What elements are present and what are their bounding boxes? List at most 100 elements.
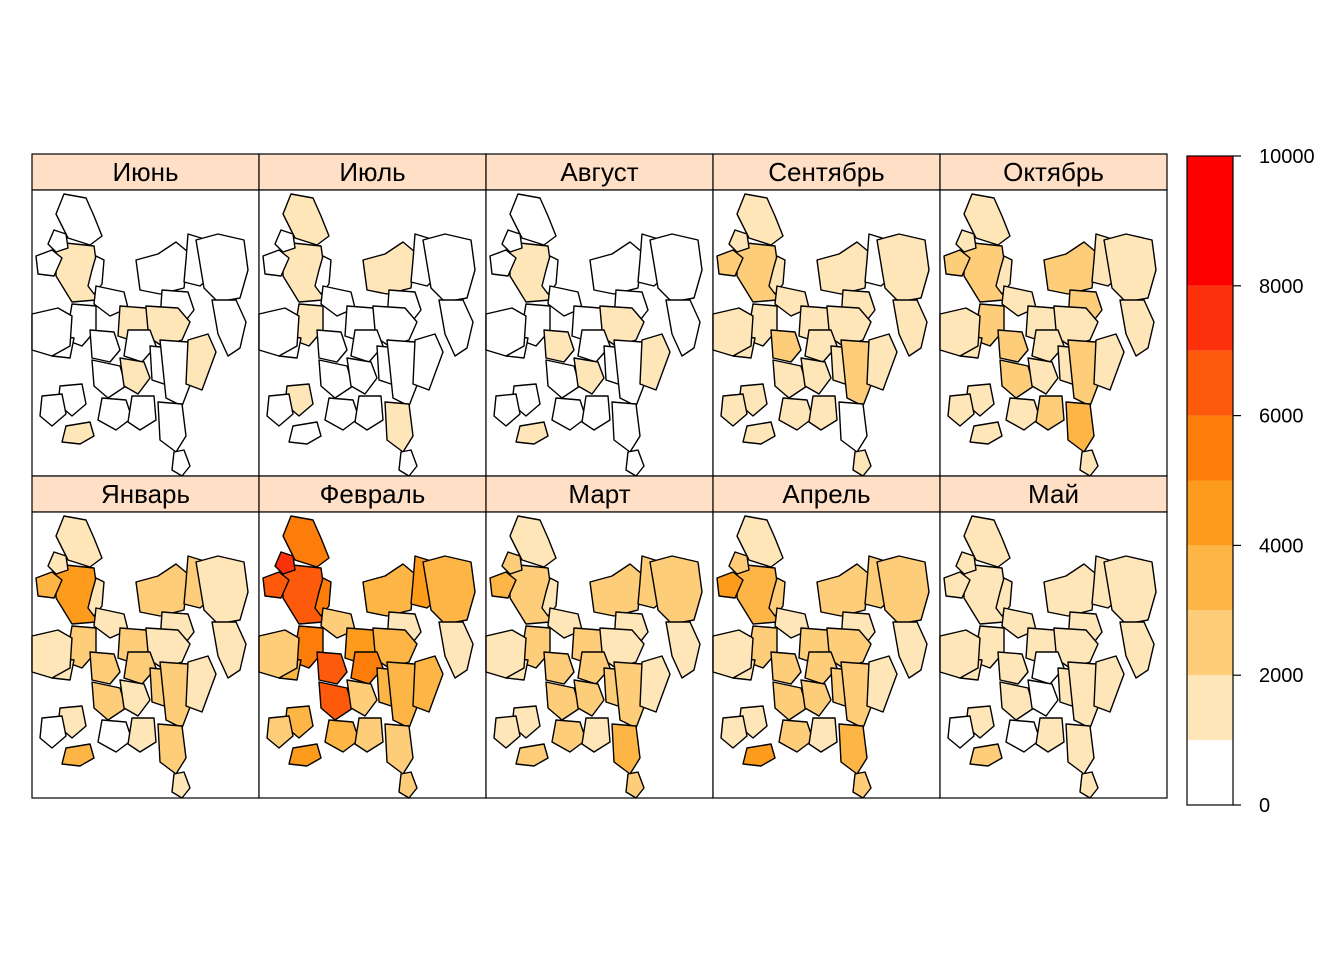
- district-region: [127, 395, 157, 431]
- district-region: [47, 229, 69, 253]
- map-panels: Июнь Июль Август Сентябрь Октябрь Январь Февра…: [31, 153, 1168, 799]
- legend-tick-label: 6000: [1259, 406, 1304, 428]
- map-panel: Май: [939, 475, 1168, 799]
- district-region: [969, 421, 1003, 445]
- district-region: [39, 393, 67, 427]
- district-region: [778, 397, 814, 431]
- district-region: [545, 359, 581, 399]
- district-region: [1035, 395, 1065, 431]
- district-region: [943, 249, 971, 277]
- panel-strip: [258, 475, 487, 513]
- district-region: [1103, 555, 1157, 625]
- district-region: [493, 715, 521, 749]
- legend-tick-label: 10000: [1259, 146, 1315, 168]
- panel-map: [939, 511, 1168, 799]
- district-region: [35, 249, 63, 277]
- district-region: [485, 307, 527, 357]
- district-region: [97, 719, 133, 753]
- panel-strip: [258, 153, 487, 191]
- district-region: [55, 193, 103, 246]
- district-region: [266, 715, 294, 749]
- district-region: [123, 329, 157, 363]
- district-region: [800, 357, 832, 395]
- district-region: [581, 395, 611, 431]
- district-region: [955, 551, 977, 575]
- district-region: [87, 577, 105, 617]
- district-region: [728, 551, 750, 575]
- district-region: [808, 717, 838, 753]
- panel-strip: [485, 475, 714, 513]
- district-region: [195, 555, 249, 625]
- district-region: [852, 449, 872, 477]
- panel-strip: [31, 153, 260, 191]
- district-region: [1119, 299, 1155, 357]
- legend-swatch: [1187, 480, 1233, 546]
- district-region: [778, 719, 814, 753]
- district-region: [545, 681, 581, 721]
- district-region: [838, 723, 868, 775]
- legend-frame: [1186, 155, 1234, 806]
- district-region: [772, 681, 808, 721]
- district-region: [35, 571, 63, 599]
- district-region: [384, 401, 414, 453]
- district-region: [489, 249, 517, 277]
- district-region: [346, 679, 378, 717]
- district-region: [350, 329, 384, 363]
- district-region: [955, 229, 977, 253]
- district-region: [999, 359, 1035, 399]
- district-region: [87, 255, 105, 295]
- district-region: [31, 629, 73, 679]
- district-region: [211, 299, 247, 357]
- district-region: [997, 329, 1029, 363]
- district-region: [288, 421, 322, 445]
- district-region: [1093, 655, 1125, 713]
- district-region: [613, 661, 647, 729]
- district-region: [1005, 719, 1041, 753]
- district-region: [1093, 333, 1125, 391]
- district-region: [999, 681, 1035, 721]
- panel-strip: [712, 153, 941, 191]
- panel-strip: [939, 153, 1168, 191]
- district-region: [770, 651, 802, 685]
- district-region: [157, 401, 187, 453]
- panel-map: [258, 511, 487, 799]
- district-region: [611, 401, 641, 453]
- panel-title: Июль: [339, 157, 405, 187]
- district-region: [314, 255, 332, 295]
- map-panel: Август: [485, 153, 714, 477]
- legend-swatch: [1187, 350, 1233, 416]
- district-region: [316, 651, 348, 685]
- district-region: [808, 395, 838, 431]
- panel-title: Апрель: [782, 479, 870, 509]
- district-region: [61, 743, 95, 767]
- district-region: [577, 329, 611, 363]
- legend-tick-label: 0: [1259, 795, 1270, 817]
- district-region: [573, 357, 605, 395]
- district-region: [728, 229, 750, 253]
- district-region: [543, 329, 575, 363]
- legend-swatch: [1187, 740, 1233, 805]
- district-region: [316, 329, 348, 363]
- district-region: [543, 651, 575, 685]
- district-region: [31, 307, 73, 357]
- district-region: [649, 233, 703, 303]
- district-region: [354, 717, 384, 753]
- district-region: [324, 397, 360, 431]
- panel-title: Август: [560, 157, 638, 187]
- district-region: [157, 723, 187, 775]
- panel-map: [485, 189, 714, 477]
- panel-strip: [485, 153, 714, 191]
- district-region: [840, 661, 874, 729]
- district-region: [573, 679, 605, 717]
- district-region: [266, 393, 294, 427]
- map-panel: Сентябрь: [712, 153, 941, 477]
- district-region: [939, 307, 981, 357]
- district-region: [288, 743, 322, 767]
- map-panel: Апрель: [712, 475, 941, 799]
- district-region: [1027, 357, 1059, 395]
- legend-swatch: [1187, 545, 1233, 611]
- map-panel: Февраль: [258, 475, 487, 799]
- district-region: [995, 255, 1013, 295]
- district-region: [947, 393, 975, 427]
